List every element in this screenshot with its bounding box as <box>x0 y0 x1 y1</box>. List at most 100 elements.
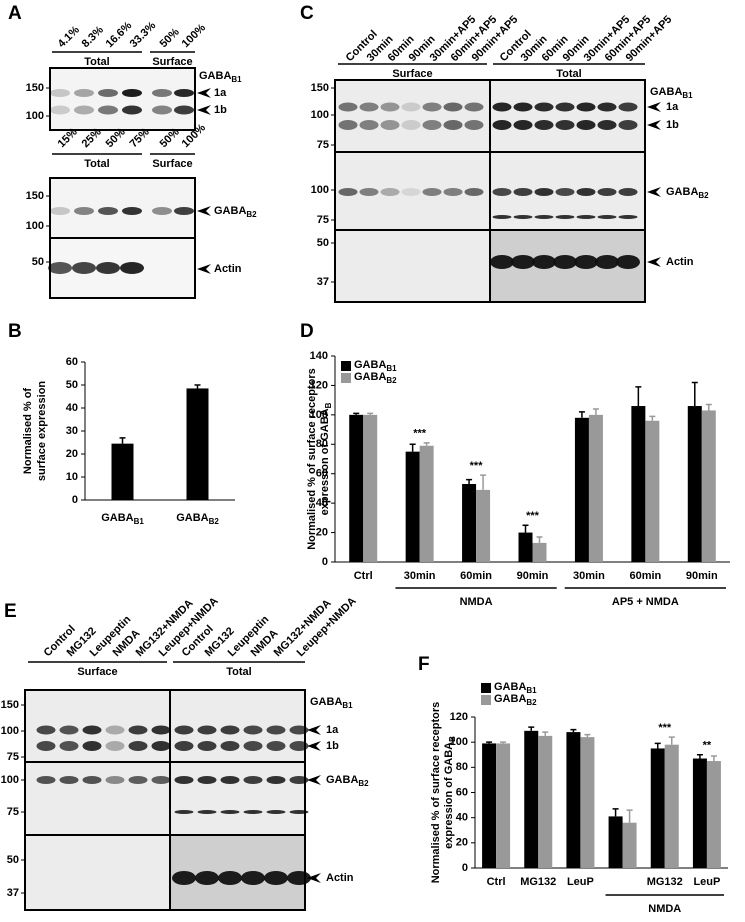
blot-band <box>618 102 638 112</box>
band-label: 1b <box>214 104 227 116</box>
x-tick-label: 60min <box>629 570 661 582</box>
x-tick-label: MG132 <box>520 876 556 888</box>
x-tick-label: 90min <box>686 570 718 582</box>
y-axis-label: Normalised % of surface receptors <box>430 702 442 884</box>
arrow <box>197 105 211 115</box>
band-label: 1b <box>326 740 339 752</box>
error-bar <box>486 741 493 744</box>
mw-marker: 100 <box>1 725 19 737</box>
error-bar <box>668 736 675 745</box>
group-label: Total <box>226 666 251 678</box>
blot-band <box>595 255 619 269</box>
arrow <box>647 187 661 197</box>
blot-background <box>50 178 195 238</box>
lane-label: 50% <box>158 26 182 50</box>
y-tick-label: 50 <box>66 379 78 391</box>
label-subscript: B <box>324 402 333 408</box>
error-bar <box>696 754 703 759</box>
blot-band <box>422 120 442 130</box>
bar <box>580 737 595 868</box>
blot-band <box>243 776 263 784</box>
group-label: AP5 + NMDA <box>612 596 679 608</box>
error-bar <box>592 408 599 415</box>
label-text: expression of GABA <box>443 742 455 849</box>
blot-band <box>511 255 535 269</box>
bar <box>476 489 491 562</box>
blot-band <box>241 871 265 885</box>
blot-band <box>380 102 400 112</box>
blot-band <box>152 105 172 115</box>
blot-band <box>513 188 533 196</box>
y-tick-label: 40 <box>66 402 78 414</box>
blot-band <box>513 102 533 112</box>
blot-band <box>597 102 617 112</box>
error-bar <box>409 443 416 452</box>
lane-label: 100% <box>180 22 209 51</box>
arrow <box>197 206 211 216</box>
blot-band <box>443 120 463 130</box>
blot-band <box>576 188 596 196</box>
blot-band <box>36 741 56 751</box>
blot-band <box>174 741 194 751</box>
x-tick-label: 60min <box>460 570 492 582</box>
mw-marker: 100 <box>1 774 19 786</box>
blot-band <box>50 105 70 115</box>
blot-band <box>555 102 575 112</box>
error-bar <box>570 728 577 733</box>
blot-band <box>82 776 102 784</box>
blot-band <box>555 215 575 219</box>
blot-band <box>152 207 172 215</box>
blot-band <box>534 120 554 130</box>
lane-label: 33.3% <box>128 19 159 50</box>
bar <box>706 761 721 868</box>
bar <box>622 822 637 868</box>
protein-label: GABAB1 <box>310 696 353 710</box>
blot-band <box>98 207 118 215</box>
y-tick-label: 140 <box>310 350 328 362</box>
blot-band <box>172 871 196 885</box>
group-label: Surface <box>77 666 117 678</box>
error-bar <box>522 524 529 533</box>
blot-band <box>618 215 638 219</box>
bar <box>482 743 497 868</box>
label-text: expression of GABA <box>319 408 331 515</box>
blot-band <box>174 810 194 814</box>
error-bar <box>536 536 543 543</box>
blot-band <box>122 207 142 215</box>
blot-band <box>174 776 194 784</box>
blot-band <box>82 725 102 735</box>
y-tick-label: 20 <box>456 837 468 849</box>
protein-label: GABAB1 <box>650 86 693 100</box>
blot-band <box>338 120 358 130</box>
blot-band <box>359 120 379 130</box>
group-label: Total <box>84 158 109 170</box>
blot-band <box>618 188 638 196</box>
arrow <box>197 88 211 98</box>
blot-band <box>534 215 554 219</box>
blot-frame <box>49 237 196 299</box>
bar <box>524 730 539 868</box>
group-label: Surface <box>392 68 432 80</box>
y-tick-label: 120 <box>310 379 328 391</box>
blot-band <box>289 776 309 784</box>
blot-band <box>380 120 400 130</box>
blot-band <box>422 102 442 112</box>
bar <box>538 735 553 868</box>
label-subscript: B1 <box>342 701 353 710</box>
arrow <box>307 775 321 785</box>
blot-frame <box>24 834 306 911</box>
error-bar <box>578 411 585 418</box>
blot-band <box>174 207 194 215</box>
blot-band <box>464 102 484 112</box>
label-text: GABA <box>310 696 342 708</box>
error-bar <box>584 733 591 738</box>
panel-label: A <box>8 3 22 24</box>
error-bar <box>710 755 717 762</box>
y-axis-label: expression of GABAB <box>443 736 457 849</box>
bar <box>701 410 716 562</box>
blot-band <box>618 120 638 130</box>
protein-label: GABAB1 <box>199 70 242 84</box>
x-tick-label: LeuP <box>693 876 720 888</box>
significance: ** <box>703 740 712 752</box>
blot-band <box>464 188 484 196</box>
